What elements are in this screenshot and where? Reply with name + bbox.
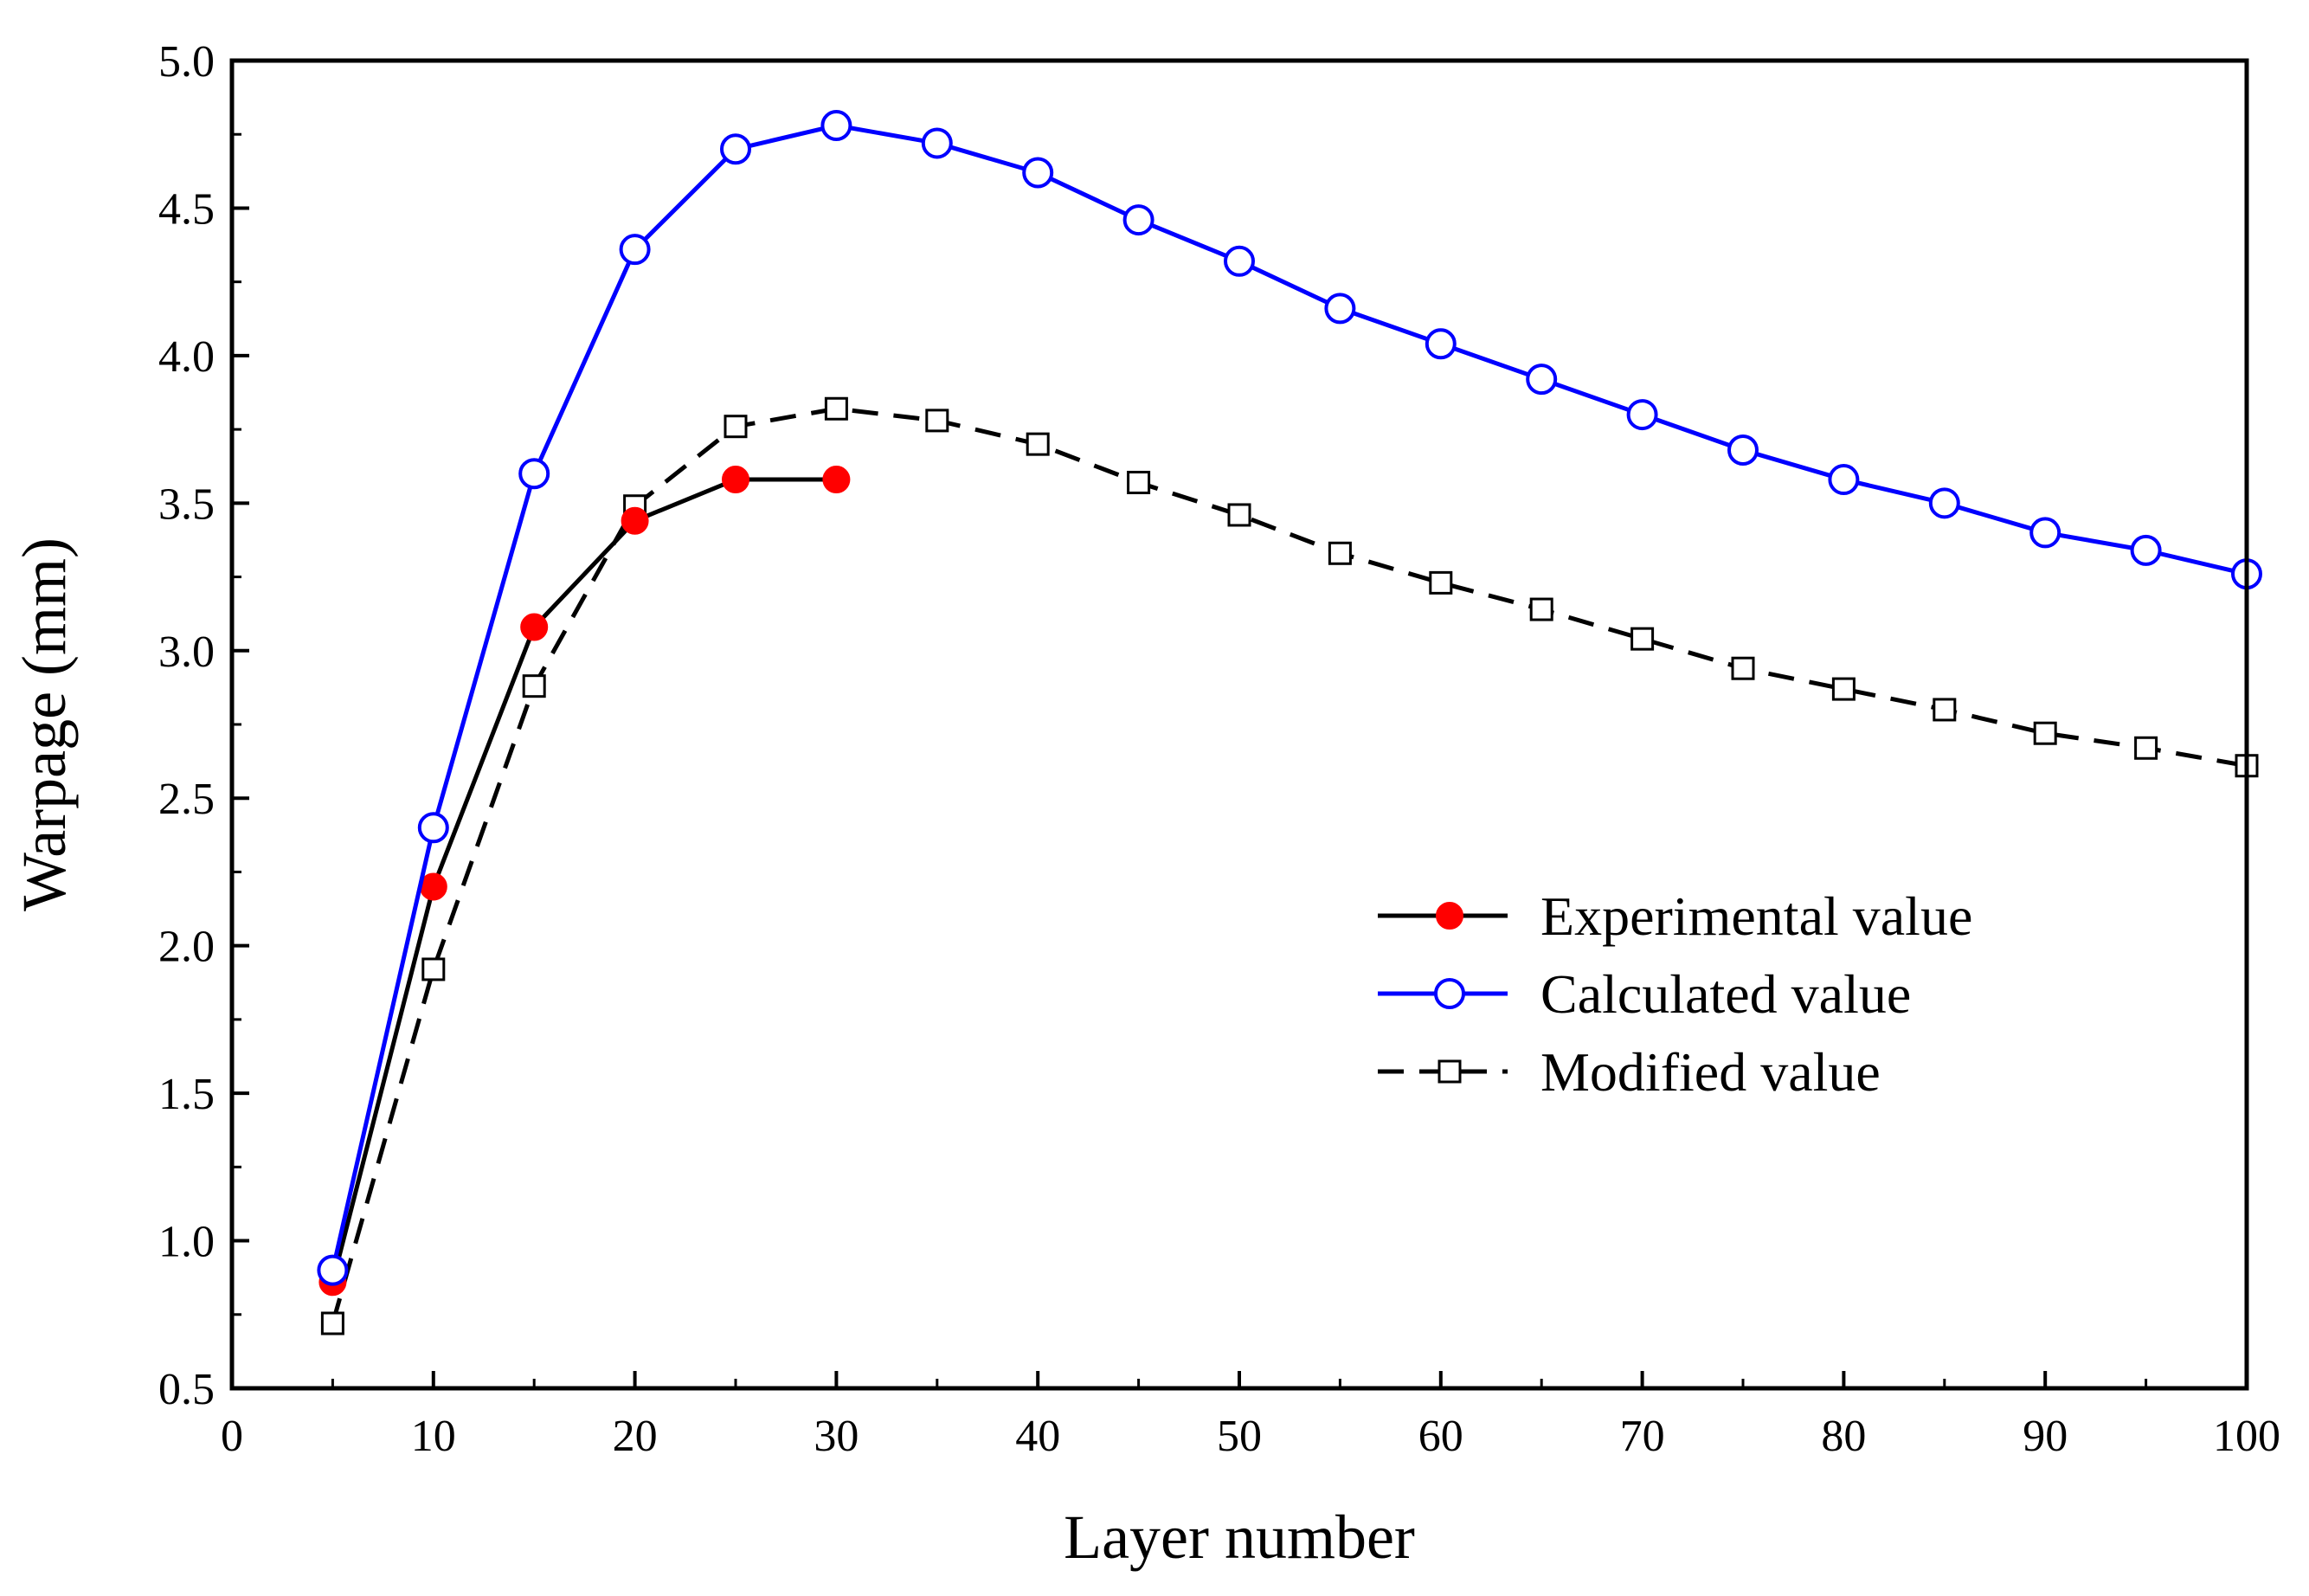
y-axis-title: Warpage (mm) [10,537,79,911]
legend-item-experimental: Experimental value [1378,885,1972,947]
data-point-calculated [417,812,449,844]
data-point-calculated [1828,464,1860,496]
y-tick-label: 2.0 [158,923,215,972]
data-point-calculated [317,1254,349,1286]
x-tick-label: 60 [1418,1412,1463,1461]
legend-marker [1437,1059,1462,1084]
y-tick-label: 3.5 [158,479,215,529]
legend-marker-calculated [1434,978,1465,1009]
legend-marker [1436,902,1463,930]
legend-label-calculated: Calculated value [1540,963,1911,1025]
legend: Experimental value Calculated value Modi… [1378,885,1972,1103]
x-tick-label: 0 [221,1412,243,1461]
y-tick-label: 5.0 [158,37,215,87]
y-tick-label: 4.5 [158,184,215,234]
data-point-modified [925,409,949,433]
data-point-calculated [1928,487,1960,519]
y-tick-label: 3.0 [158,627,215,677]
data-point-calculated [1022,157,1054,189]
y-tick-label: 2.5 [158,775,215,824]
data-point-modified [1127,470,1151,494]
x-tick-label: 50 [1217,1412,1262,1461]
data-point-calculated [518,458,550,490]
data-point-modified [421,957,446,981]
data-point-modified [1328,541,1352,565]
data-point-calculated [1425,328,1457,360]
data-point-experimental [419,872,447,901]
series-modified [320,396,2259,1335]
x-tick-label: 80 [1821,1412,1866,1461]
x-tick-label: 30 [814,1412,859,1461]
legend-marker-experimental [1436,902,1463,930]
data-point-calculated [1727,434,1759,466]
legend-label-modified: Modified value [1540,1041,1881,1103]
series-line-modified [330,406,2248,1324]
x-tick-label: 90 [2023,1412,2068,1461]
data-point-calculated [1626,399,1658,431]
data-point-experimental [822,466,851,494]
x-axis-title: Layer number [1064,1503,1415,1572]
data-point-calculated [720,133,751,165]
data-point-modified [1731,656,1755,680]
series-line-calculated [330,123,2248,1271]
data-point-modified [2134,736,2158,760]
data-point-calculated [921,127,953,159]
plot-series [317,109,2262,1335]
x-tick-label: 20 [613,1412,658,1461]
data-point-calculated [2029,517,2061,549]
series-line-experimental [330,477,837,1283]
data-point-calculated [619,234,651,266]
legend-label-experimental: Experimental value [1540,885,1972,947]
data-point-modified [522,674,546,698]
y-tick-label: 1.5 [158,1070,215,1119]
data-point-modified [320,1311,344,1335]
x-tick-label: 10 [411,1412,456,1461]
tick-labels: 0 10 20 30 40 50 60 70 80 90 100 0.5 1.0 1.5 2.0 2.5 3.0… [158,37,2280,1461]
data-point-modified [824,396,848,421]
data-point-calculated [1122,204,1154,236]
data-point-modified [1630,627,1655,651]
data-point-experimental [722,466,749,494]
series-calculated [317,109,2262,1286]
data-point-experimental [621,506,649,535]
data-point-modified [1429,570,1453,595]
data-point-calculated [1224,245,1255,277]
data-point-modified [1529,597,1553,621]
x-tick-label: 100 [2213,1412,2280,1461]
y-tick-label: 4.0 [158,332,215,382]
legend-marker-modified [1437,1059,1462,1084]
data-point-calculated [820,109,852,141]
data-point-calculated [2130,534,2162,566]
data-point-modified [1227,503,1251,527]
data-point-modified [1933,698,1957,722]
plot-frame [229,58,2249,1391]
data-point-modified [1831,677,1856,701]
legend-item-modified: Modified value [1378,1041,1881,1103]
y-tick-label: 0.5 [158,1365,215,1414]
legend-marker [1434,978,1465,1009]
data-point-calculated [1324,293,1356,325]
legend-item-calculated: Calculated value [1378,963,1911,1025]
data-point-modified [724,415,748,439]
data-point-calculated [1526,364,1558,396]
series-experimental [318,466,851,1297]
data-point-modified [1026,432,1050,456]
data-point-modified [2033,721,2057,745]
x-tick-label: 40 [1015,1412,1060,1461]
data-point-experimental [520,613,549,641]
y-tick-label: 1.0 [158,1218,215,1267]
x-tick-label: 70 [1620,1412,1665,1461]
